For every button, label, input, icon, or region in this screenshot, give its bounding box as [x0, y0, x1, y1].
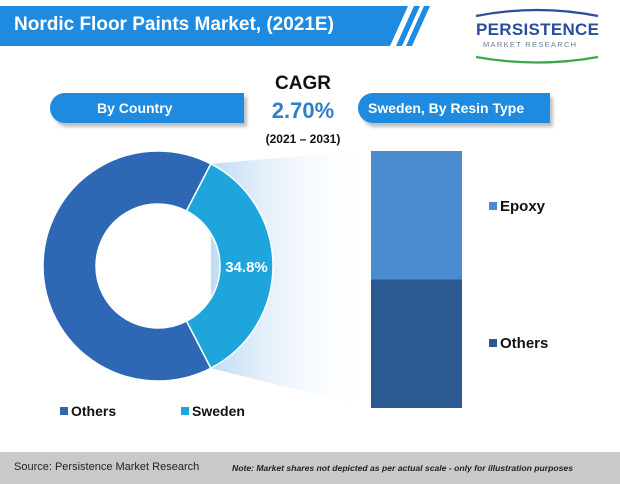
logo-name: PERSISTENCE [476, 20, 600, 39]
legend-others: Others [60, 403, 116, 419]
footer-note: Note: Market shares not depicted as per … [232, 463, 573, 473]
logo-tagline: MARKET RESEARCH [483, 40, 578, 49]
by-country-title: By Country [97, 100, 173, 116]
title-banner [0, 6, 430, 46]
legend-resin-others-label: Others [500, 335, 549, 352]
footer-source: Source: Persistence Market Research [14, 461, 200, 473]
page-title: Nordic Floor Paints Market, (2021E) [14, 14, 334, 35]
persistence-logo-icon [475, 8, 599, 64]
footer-bar [0, 452, 620, 484]
donut-label-sweden: 34.8% [225, 259, 268, 276]
legend-resin-others-swatch [489, 339, 497, 347]
cagr-label: CAGR [275, 73, 331, 94]
resin-type-title: Sweden, By Resin Type [368, 100, 525, 116]
by-country-pill [50, 93, 244, 123]
legend-sweden: Sweden [181, 403, 245, 419]
cagr-period: (2021 – 2031) [265, 132, 341, 146]
legend-epoxy-label: Epoxy [500, 198, 546, 215]
bar-segment-others [371, 279, 462, 408]
resin-type-pill [358, 93, 550, 123]
cagr-value: 2.70% [271, 98, 335, 123]
legend-others-swatch [60, 407, 68, 415]
legend-sweden-label: Sweden [192, 403, 245, 419]
bar-segment-epoxy [371, 151, 462, 280]
legend-epoxy: Epoxy [489, 198, 545, 215]
legend-resin-others: Others [489, 335, 548, 352]
donut-slice-others [42, 150, 212, 382]
legend-epoxy-swatch [489, 202, 497, 210]
donut-slice-sweden [185, 162, 274, 370]
legend-sweden-swatch [181, 407, 189, 415]
legend-others-label: Others [71, 403, 117, 419]
